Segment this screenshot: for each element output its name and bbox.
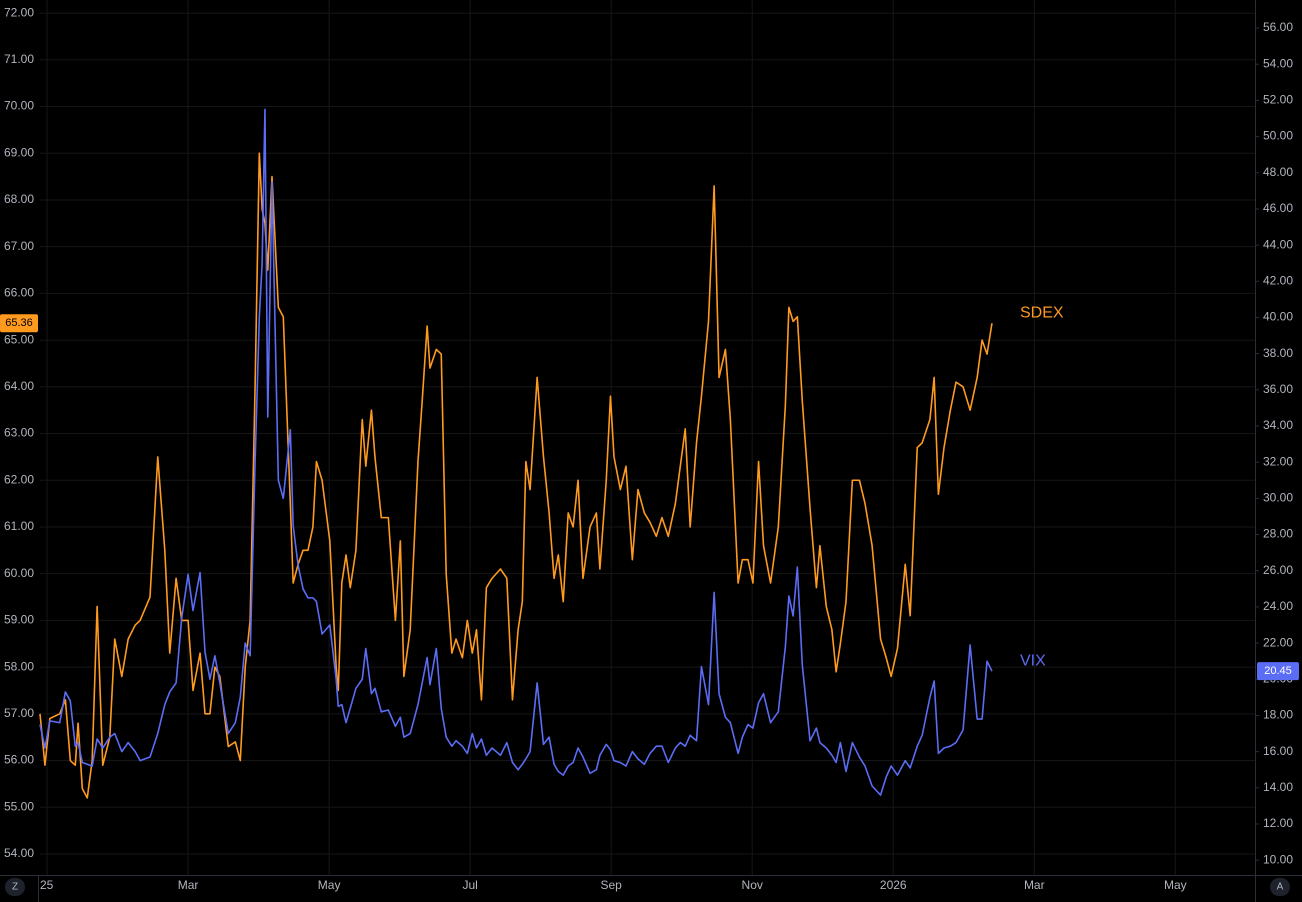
control-label[interactable]: Z	[12, 882, 18, 893]
y-tick-label: 69.00	[4, 145, 34, 159]
y-tick-label: 58.00	[4, 659, 34, 673]
y2-tick-label: 26.00	[1263, 563, 1293, 577]
y-tick-label: 55.00	[4, 799, 34, 813]
y-tick-label: 66.00	[4, 286, 34, 300]
x-tick-label: May	[318, 878, 341, 892]
y-tick-label: 56.00	[4, 753, 34, 767]
y2-tick-label: 48.00	[1263, 165, 1293, 179]
y2-tick-label: 22.00	[1263, 635, 1293, 649]
x-tick-label: 25	[40, 878, 54, 892]
x-tick-label: 2026	[880, 878, 907, 892]
y-tick-label: 72.00	[4, 5, 34, 19]
x-tick-label: Mar	[178, 878, 199, 892]
y2-tick-label: 44.00	[1263, 237, 1293, 251]
y-tick-label: 64.00	[4, 379, 34, 393]
last-value-box	[1257, 662, 1299, 681]
x-tick-label: May	[1164, 878, 1187, 892]
y-tick-label: 63.00	[4, 426, 34, 440]
x-tick-label: Mar	[1024, 878, 1045, 892]
y2-tick-label: 56.00	[1263, 20, 1293, 34]
x-tick-label: Jul	[462, 878, 477, 892]
x-tick-label: Nov	[742, 878, 763, 892]
y-tick-label: 65.00	[4, 332, 34, 346]
y-tick-label: 57.00	[4, 706, 34, 720]
y2-tick-label: 28.00	[1263, 527, 1293, 541]
y-tick-label: 68.00	[4, 192, 34, 206]
y-tick-label: 62.00	[4, 472, 34, 486]
y2-tick-label: 46.00	[1263, 201, 1293, 215]
y2-tick-label: 24.00	[1263, 599, 1293, 613]
last-value-box	[0, 314, 38, 333]
series-line	[39, 152, 993, 799]
y-tick-label: 70.00	[4, 99, 34, 113]
last-value-label: 20.45	[1264, 665, 1292, 677]
y2-tick-label: 36.00	[1263, 382, 1293, 396]
y-tick-label: 61.00	[4, 519, 34, 533]
y2-tick-label: 12.00	[1263, 816, 1293, 830]
plot	[39, 108, 993, 799]
last-value-label: 65.36	[5, 317, 33, 329]
y-tick-label: 54.00	[4, 846, 34, 860]
y2-tick-label: 30.00	[1263, 491, 1293, 505]
y2-tick-label: 52.00	[1263, 93, 1293, 107]
y2-tick-label: 42.00	[1263, 273, 1293, 287]
series-line	[39, 108, 993, 796]
series-label: VIX	[1020, 652, 1046, 669]
y2-tick-label: 32.00	[1263, 454, 1293, 468]
y2-tick-label: 34.00	[1263, 418, 1293, 432]
grid	[40, 0, 1255, 875]
y-tick-label: 60.00	[4, 566, 34, 580]
x-tick-label: Sep	[601, 878, 623, 892]
y2-tick-label: 18.00	[1263, 708, 1293, 722]
control-button[interactable]	[5, 878, 25, 896]
y2-tick-label: 16.00	[1263, 744, 1293, 758]
control-label[interactable]: A	[1277, 882, 1284, 893]
series-label: SDEX	[1020, 304, 1064, 321]
y-tick-label: 71.00	[4, 52, 34, 66]
y2-tick-label: 14.00	[1263, 780, 1293, 794]
y2-tick-label: 10.00	[1263, 852, 1293, 866]
y2-tick-label: 54.00	[1263, 56, 1293, 70]
control-button[interactable]	[1270, 878, 1290, 896]
axes: 54.00 55.00 56.00 57.00 58.00 59.00 60.00 61.00…	[0, 5, 1299, 892]
y-tick-label: 59.00	[4, 613, 34, 627]
y2-tick-label: 40.00	[1263, 310, 1293, 324]
y-tick-label: 67.00	[4, 239, 34, 253]
y2-tick-label: 50.00	[1263, 129, 1293, 143]
y2-tick-label: 38.00	[1263, 346, 1293, 360]
